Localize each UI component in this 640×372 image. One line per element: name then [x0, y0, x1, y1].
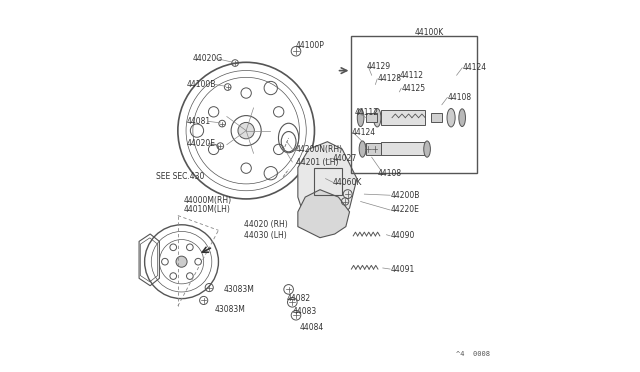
- Polygon shape: [298, 190, 349, 238]
- Bar: [431, 113, 442, 122]
- Text: 44020 (RH): 44020 (RH): [244, 220, 288, 229]
- Text: 44112: 44112: [355, 108, 379, 117]
- Text: 44124: 44124: [462, 63, 486, 72]
- Text: ^4  0008: ^4 0008: [456, 351, 490, 357]
- Text: 44128: 44128: [377, 74, 401, 83]
- Text: 43083M: 43083M: [215, 305, 246, 314]
- Text: 44030 (LH): 44030 (LH): [244, 231, 287, 240]
- Text: 44200N(RH): 44200N(RH): [296, 145, 343, 154]
- Circle shape: [238, 122, 254, 139]
- Text: 44083: 44083: [292, 307, 317, 316]
- Text: 44220E: 44220E: [390, 205, 419, 215]
- Text: 44020G: 44020G: [193, 54, 223, 63]
- Text: 44108: 44108: [447, 93, 472, 102]
- Bar: [381, 110, 425, 125]
- Text: 44060K: 44060K: [333, 178, 362, 187]
- Bar: [381, 142, 425, 155]
- Text: 44129: 44129: [366, 61, 390, 71]
- Bar: [366, 113, 377, 122]
- Text: 44201 (LH): 44201 (LH): [296, 157, 339, 167]
- Text: 44081: 44081: [186, 117, 211, 126]
- Text: 44100K: 44100K: [414, 28, 444, 37]
- Text: 44027: 44027: [333, 154, 357, 163]
- Ellipse shape: [424, 141, 430, 157]
- Ellipse shape: [374, 109, 381, 127]
- Ellipse shape: [447, 109, 455, 127]
- Ellipse shape: [459, 109, 465, 126]
- Text: SEE SEC.430: SEE SEC.430: [156, 172, 204, 181]
- Text: 44100P: 44100P: [296, 41, 325, 50]
- Text: 44020E: 44020E: [186, 139, 215, 148]
- Text: 44124: 44124: [351, 128, 376, 137]
- Text: 44112: 44112: [399, 71, 424, 80]
- Text: 44100B: 44100B: [187, 80, 216, 89]
- Text: 44084: 44084: [300, 323, 324, 331]
- Text: 44200B: 44200B: [390, 191, 420, 200]
- Text: 44108: 44108: [377, 169, 401, 177]
- Bar: [351, 36, 477, 173]
- Text: 44125: 44125: [401, 84, 426, 93]
- Ellipse shape: [357, 109, 364, 126]
- Text: 44090: 44090: [390, 231, 415, 240]
- Text: 44091: 44091: [390, 264, 415, 273]
- Text: 44082: 44082: [287, 294, 311, 303]
- Ellipse shape: [359, 141, 366, 157]
- Text: 44000M(RH): 44000M(RH): [184, 196, 232, 205]
- Bar: [366, 143, 381, 155]
- Text: 43083M: 43083M: [224, 285, 255, 294]
- Bar: [314, 167, 342, 195]
- Circle shape: [176, 256, 187, 267]
- Polygon shape: [298, 142, 357, 227]
- Text: 44010M(LH): 44010M(LH): [184, 205, 230, 215]
